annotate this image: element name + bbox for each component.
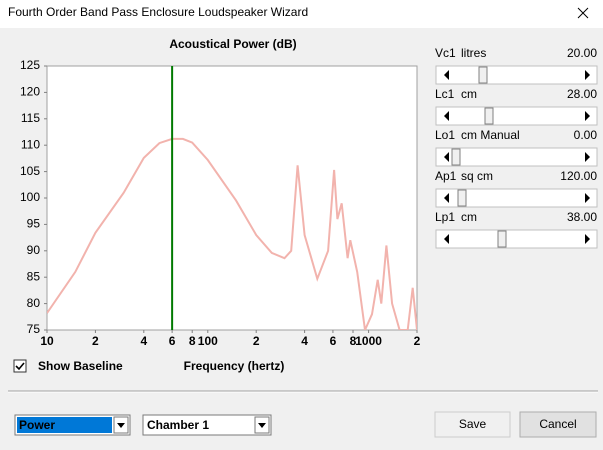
slider-unit: cm Manual xyxy=(461,128,520,142)
slider-thumb[interactable] xyxy=(497,230,507,248)
slider-value: 28.00 xyxy=(567,87,597,101)
slider-name: Ap1 xyxy=(435,169,457,183)
slider-unit: cm xyxy=(461,87,477,101)
slider-arrow-left[interactable] xyxy=(444,234,449,244)
slider-track[interactable] xyxy=(435,147,598,167)
slider-unit: litres xyxy=(461,46,486,60)
y-tick-label: 75 xyxy=(27,322,41,336)
dropdown-arrow xyxy=(258,423,266,428)
slider-track[interactable] xyxy=(435,106,598,126)
checkbox-check xyxy=(15,362,25,371)
x-tick-label: 6 xyxy=(330,334,337,348)
slider-name: Vc1 xyxy=(435,46,456,60)
slider-track[interactable] xyxy=(435,229,598,249)
dropdown-arrow xyxy=(117,423,125,428)
checkbox[interactable] xyxy=(13,359,27,373)
slider-arrow-left[interactable] xyxy=(444,111,449,121)
slider-arrow-right[interactable] xyxy=(585,234,590,244)
y-tick-label: 85 xyxy=(27,269,41,283)
x-tick-label: 8 xyxy=(189,334,196,348)
x-axis-label: Frequency (hertz) xyxy=(184,359,285,373)
slider-name: Lp1 xyxy=(435,210,455,224)
x-tick-label: 2 xyxy=(92,334,99,348)
x-tick-label: 8 xyxy=(350,334,357,348)
slider-arrow-right[interactable] xyxy=(585,111,590,121)
slider-arrow-left[interactable] xyxy=(444,193,449,203)
slider-value: 0.00 xyxy=(574,128,598,142)
y-tick-label: 125 xyxy=(20,58,40,72)
slider-value: 38.00 xyxy=(567,210,597,224)
slider-thumb[interactable] xyxy=(451,148,461,166)
chart-title: Acoustical Power (dB) xyxy=(169,37,296,51)
slider-unit: sq cm xyxy=(461,169,493,183)
slider-name: Lo1 xyxy=(435,128,455,142)
x-tick-label: 4 xyxy=(140,334,147,348)
dropdown[interactable] xyxy=(142,414,272,436)
y-tick-label: 120 xyxy=(20,85,40,99)
slider-arrow-right[interactable] xyxy=(585,193,590,203)
slider-value: 20.00 xyxy=(567,46,597,60)
slider-arrow-left[interactable] xyxy=(444,70,449,80)
slider-unit: cm xyxy=(461,210,477,224)
dropdown-value[interactable]: Chamber 1 xyxy=(147,418,209,432)
slider-arrow-right[interactable] xyxy=(585,70,590,80)
slider-arrow-left[interactable] xyxy=(444,152,449,162)
x-tick-label: 100 xyxy=(198,334,218,348)
checkbox-label[interactable]: Show Baseline xyxy=(38,359,123,373)
button-label[interactable]: Cancel xyxy=(539,417,576,431)
close-icon xyxy=(577,7,589,19)
x-tick-label: 2 xyxy=(414,334,421,348)
dropdown-highlight xyxy=(17,417,112,433)
x-tick-label: 6 xyxy=(169,334,176,348)
slider-value: 120.00 xyxy=(560,169,597,183)
button-label: Save xyxy=(459,417,487,431)
x-tick-label: 1000 xyxy=(355,334,382,348)
button[interactable] xyxy=(519,411,597,438)
y-tick-label: 80 xyxy=(27,296,41,310)
slider-thumb[interactable] xyxy=(484,107,494,125)
slider-thumb[interactable] xyxy=(478,66,488,84)
y-tick-label: 115 xyxy=(21,111,40,125)
x-tick-label: 4 xyxy=(301,334,308,348)
y-tick-label: 90 xyxy=(27,243,41,257)
power-curve xyxy=(47,137,417,330)
close-button[interactable] xyxy=(577,7,589,19)
title-bar xyxy=(0,0,603,28)
slider-arrow-right[interactable] xyxy=(585,152,590,162)
button xyxy=(434,411,511,438)
y-tick-label: 105 xyxy=(20,164,40,178)
y-tick-label: 95 xyxy=(27,217,41,231)
slider-track[interactable] xyxy=(435,188,598,208)
window-title: Fourth Order Band Pass Enclosure Loudspe… xyxy=(8,5,308,19)
dropdown-value[interactable]: Power xyxy=(19,418,55,432)
plot-area xyxy=(46,65,418,331)
y-tick-label: 110 xyxy=(21,137,40,151)
x-tick-label: 2 xyxy=(253,334,260,348)
slider-track[interactable] xyxy=(435,65,598,85)
slider-thumb[interactable] xyxy=(457,189,467,207)
y-tick-label: 100 xyxy=(20,190,40,204)
slider-name: Lc1 xyxy=(435,87,455,101)
x-tick-label: 10 xyxy=(40,334,54,348)
